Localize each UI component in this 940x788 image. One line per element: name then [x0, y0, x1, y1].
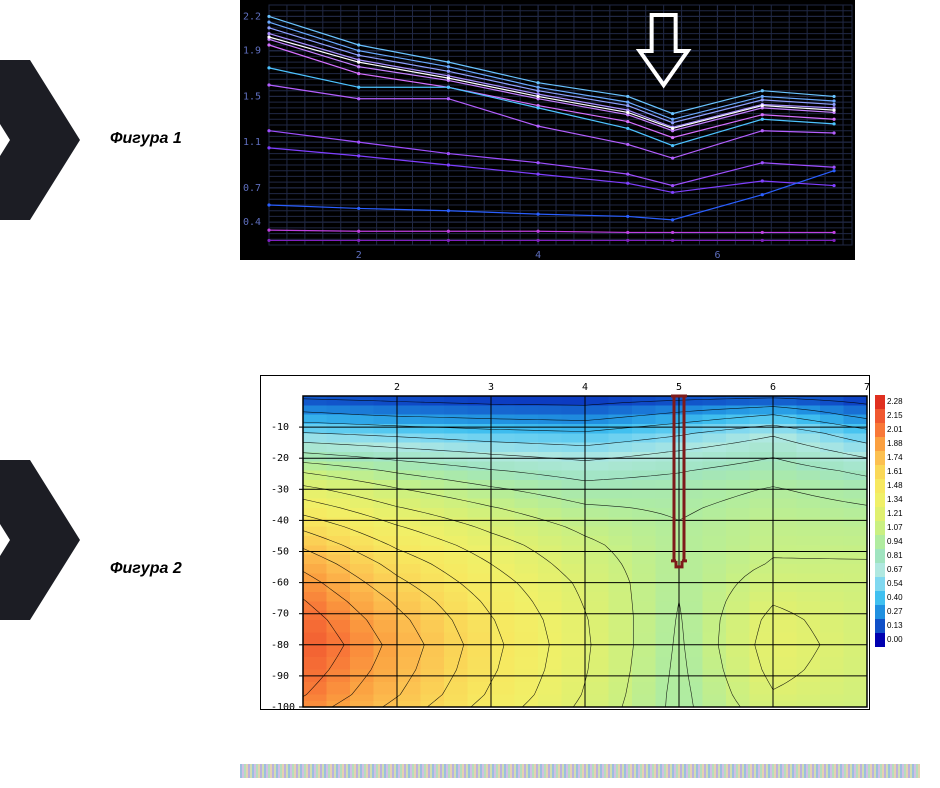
svg-text:3: 3: [488, 382, 494, 393]
heatmap-figure-2: 2 3 4 5 6 7 -10 -20 -30 -40 -50 -60 -70 -80 -90 -100: [260, 375, 870, 710]
svg-text:-60: -60: [271, 578, 289, 589]
svg-text:-50: -50: [271, 547, 289, 558]
svg-text:4: 4: [535, 250, 541, 259]
svg-text:2: 2: [394, 382, 400, 393]
svg-text:4: 4: [582, 382, 588, 393]
svg-text:1.1: 1.1: [243, 137, 261, 148]
svg-text:1.9: 1.9: [243, 46, 261, 57]
noise-bar-decoration: [240, 764, 920, 778]
svg-text:5: 5: [676, 382, 682, 393]
chevron-decoration-2: [0, 460, 80, 620]
svg-text:-20: -20: [271, 453, 289, 464]
figure-2-label: Фигура 2: [110, 560, 182, 578]
svg-text:6: 6: [714, 250, 720, 259]
svg-text:0.7: 0.7: [243, 183, 261, 194]
heatmap-legend: 2.282.152.011.881.741.611.481.341.211.07…: [875, 395, 913, 647]
svg-text:6: 6: [770, 382, 776, 393]
svg-text:2.2: 2.2: [243, 11, 261, 22]
svg-text:2: 2: [356, 250, 362, 259]
svg-text:-40: -40: [271, 515, 289, 526]
svg-text:-90: -90: [271, 671, 289, 682]
svg-text:7: 7: [864, 382, 869, 393]
line-chart-figure-1: 0.4 0.7 1.1 1.5 1.9 2.2 2 4 6: [240, 0, 855, 260]
svg-text:-80: -80: [271, 640, 289, 651]
svg-text:0.4: 0.4: [243, 217, 261, 228]
svg-text:-70: -70: [271, 609, 289, 620]
svg-text:-10: -10: [271, 422, 289, 433]
svg-text:1.5: 1.5: [243, 91, 261, 102]
figure-1-label: Фигура 1: [110, 130, 182, 148]
svg-text:-100: -100: [271, 702, 295, 709]
chevron-decoration-1: [0, 60, 80, 220]
svg-text:-30: -30: [271, 484, 289, 495]
